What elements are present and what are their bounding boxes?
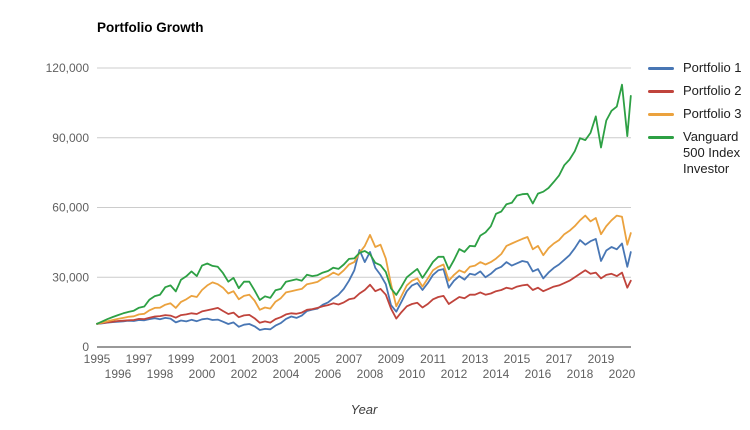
legend-item-portfolio-2: Portfolio 2 — [648, 83, 750, 99]
legend-line-swatch — [648, 67, 674, 70]
legend-label: Vanguard 500 Index Investor — [683, 129, 741, 176]
x-axis-title: Year — [350, 402, 378, 417]
y-tick-label: 90,000 — [52, 131, 89, 145]
x-tick-label: 2012 — [441, 367, 468, 381]
x-tick-label: 2008 — [357, 367, 384, 381]
x-tick-label: 2015 — [504, 352, 531, 366]
x-tick-label: 2006 — [315, 367, 342, 381]
x-tick-label: 2007 — [336, 352, 363, 366]
legend-item-vanguard-500-index-investor: Vanguard 500 Index Investor — [648, 129, 750, 177]
x-tick-label: 2001 — [210, 352, 237, 366]
legend-line-swatch — [648, 90, 674, 93]
legend-item-portfolio-3: Portfolio 3 — [648, 106, 750, 122]
x-tick-label: 1997 — [126, 352, 153, 366]
series-line-vanguard-500-index-investor — [96, 83, 632, 325]
x-tick-label: 2013 — [462, 352, 489, 366]
series-line-portfolio-3 — [96, 214, 632, 325]
y-tick-label: 30,000 — [52, 270, 89, 284]
legend-item-portfolio-1: Portfolio 1 — [648, 60, 750, 76]
chart-title: Portfolio Growth — [97, 20, 204, 35]
x-tick-label: 2016 — [525, 367, 552, 381]
x-tick-label: 1996 — [105, 367, 132, 381]
x-tick-label: 2019 — [588, 352, 615, 366]
legend-label: Portfolio 1 — [683, 60, 742, 75]
legend-line-swatch — [648, 136, 674, 139]
x-tick-label: 2020 — [609, 367, 636, 381]
x-tick-label: 2017 — [546, 352, 573, 366]
x-tick-label: 2009 — [378, 352, 405, 366]
x-tick-label: 2018 — [567, 367, 594, 381]
x-tick-label: 2002 — [231, 367, 258, 381]
x-tick-label: 2004 — [273, 367, 300, 381]
legend-label: Portfolio 2 — [683, 83, 742, 98]
x-tick-label: 2010 — [399, 367, 426, 381]
x-tick-label: 1998 — [147, 367, 174, 381]
y-tick-label: 60,000 — [52, 201, 89, 215]
x-tick-label: 2003 — [252, 352, 279, 366]
x-tick-label: 2014 — [483, 367, 510, 381]
x-tick-label: 2005 — [294, 352, 321, 366]
x-tick-label: 1999 — [168, 352, 195, 366]
chart-legend: Portfolio 1 Portfolio 2 Portfolio 3 Vanguar… — [648, 60, 750, 177]
series-line-portfolio-1 — [96, 237, 632, 331]
series-line-portfolio-2 — [96, 269, 632, 325]
y-tick-label: 0 — [82, 340, 89, 354]
x-tick-label: 1995 — [84, 352, 111, 366]
x-tick-label: 2000 — [189, 367, 216, 381]
legend-line-swatch — [648, 113, 674, 116]
x-tick-label: 2011 — [420, 352, 446, 366]
legend-label: Portfolio 3 — [683, 106, 742, 121]
y-tick-label: 120,000 — [46, 61, 90, 75]
